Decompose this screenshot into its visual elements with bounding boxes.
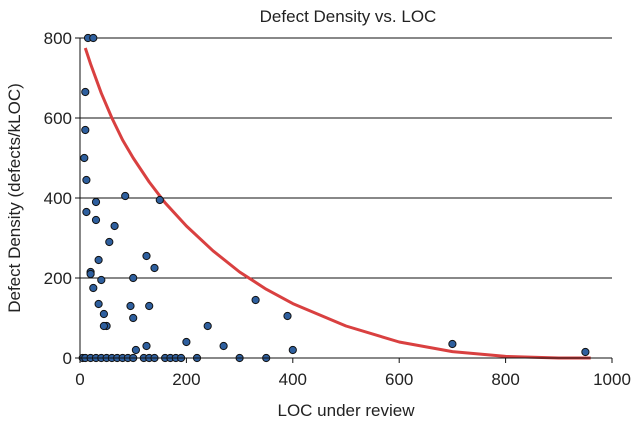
- data-point: [150, 263, 159, 273]
- y-tick-label: 800: [44, 29, 72, 48]
- data-point: [182, 337, 191, 347]
- y-tick-label: 400: [44, 189, 72, 208]
- data-point: [81, 87, 90, 97]
- data-point: [142, 251, 151, 261]
- data-point: [89, 283, 98, 293]
- data-point: [126, 301, 135, 311]
- data-point: [105, 237, 114, 247]
- data-point: [129, 273, 138, 283]
- trend-curve: [83, 47, 591, 360]
- data-point: [99, 321, 109, 331]
- x-tick-label: 0: [75, 370, 84, 389]
- data-point: [99, 309, 109, 319]
- x-tick-label: 800: [491, 370, 519, 389]
- x-tick-label: 1000: [593, 370, 631, 389]
- data-point: [219, 341, 228, 351]
- data-point: [155, 195, 164, 205]
- data-point: [89, 33, 98, 43]
- x-axis-title: LOC under review: [277, 401, 415, 420]
- data-point: [80, 153, 89, 163]
- y-tick-labels: 0 200 400 600 800: [44, 29, 80, 368]
- y-tick-label: 600: [44, 109, 72, 128]
- data-point: [91, 197, 101, 207]
- y-tick-label: 200: [44, 269, 72, 288]
- data-point: [131, 345, 140, 355]
- trend-curve-layer: [83, 47, 591, 360]
- data-point: [251, 295, 260, 305]
- x-tick-label: 400: [279, 370, 307, 389]
- x-tick-label: 200: [172, 370, 200, 389]
- data-point: [581, 347, 590, 357]
- y-tick-label: 0: [63, 349, 72, 368]
- chart-title: Defect Density vs. LOC: [260, 7, 437, 26]
- data-point: [86, 269, 95, 279]
- data-point: [203, 321, 212, 331]
- x-tick-label: 600: [385, 370, 413, 389]
- data-point: [81, 125, 90, 135]
- data-point: [121, 191, 130, 201]
- data-point: [129, 313, 138, 323]
- data-point: [97, 275, 106, 285]
- data-point: [145, 301, 154, 311]
- data-point: [94, 299, 103, 309]
- data-point: [110, 221, 119, 231]
- data-point: [448, 339, 457, 349]
- data-point: [94, 255, 103, 265]
- data-point: [288, 345, 297, 355]
- y-axis-title: Defect Density (defects/kLOC): [5, 83, 24, 313]
- data-point: [91, 215, 101, 225]
- data-point: [82, 207, 91, 217]
- data-point: [82, 175, 91, 185]
- data-point: [142, 341, 151, 351]
- x-tick-labels: 0 200 400 600 800 1000: [75, 358, 631, 389]
- data-point: [283, 311, 292, 321]
- grid-lines: [80, 37, 612, 279]
